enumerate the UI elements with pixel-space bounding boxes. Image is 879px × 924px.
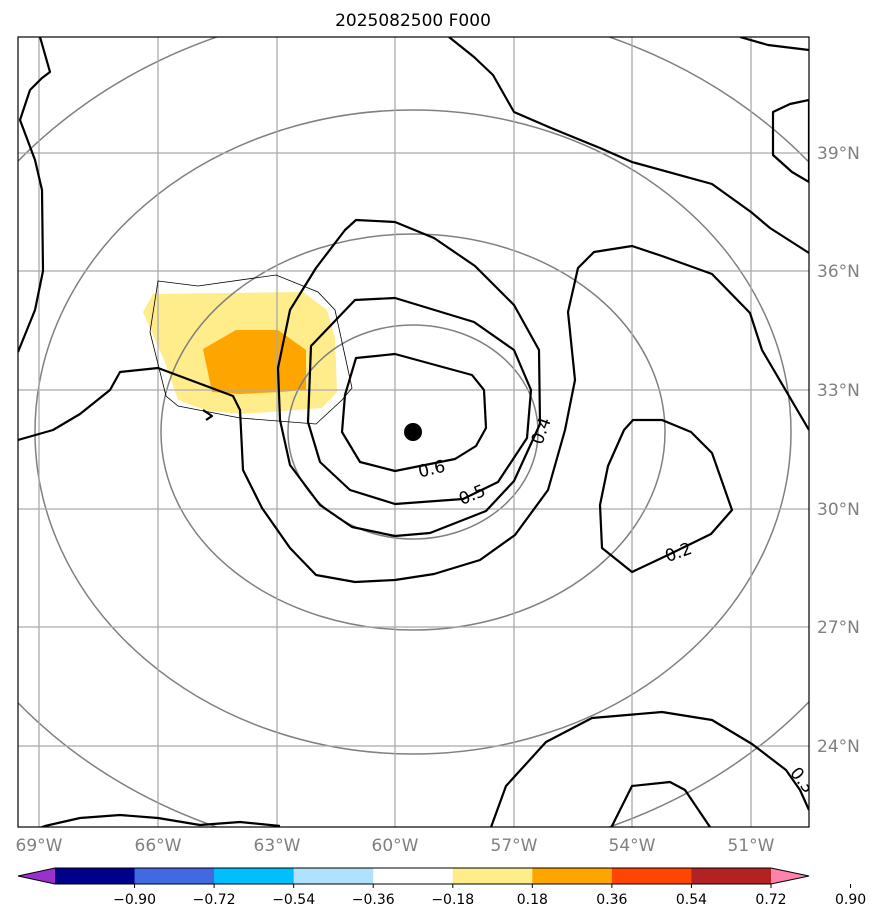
contour-0.3-south bbox=[489, 710, 809, 827]
contour-ne-small bbox=[771, 98, 809, 184]
gray-contours bbox=[18, 37, 809, 827]
lon-label: 51°W bbox=[728, 836, 775, 856]
colorbar-cell bbox=[532, 868, 613, 884]
colorbar-tick-label: 0.54 bbox=[676, 892, 707, 908]
lat-label: 30°N bbox=[817, 500, 860, 520]
contour-0.4 bbox=[276, 218, 542, 538]
colorbar: −0.90 −0.72 −0.54 −0.36 −0.18 0.18 0.36 0.54 0.7… bbox=[17, 867, 866, 908]
lat-label: 33°N bbox=[817, 381, 860, 401]
colorbar-cell bbox=[214, 868, 295, 884]
colorbar-cell bbox=[373, 868, 454, 884]
map-panel: 0.6 0.5 0.4 0.2 0.3 bbox=[18, 37, 809, 827]
contour-bottom-left bbox=[39, 813, 281, 827]
contour-nw bbox=[18, 37, 52, 353]
lon-label: 69°W bbox=[16, 836, 63, 856]
colorbar-tick-label: 0.36 bbox=[596, 892, 627, 908]
contour-bottom-small bbox=[610, 780, 712, 827]
storm-center-marker bbox=[404, 423, 422, 441]
contour-0.5 bbox=[306, 296, 533, 506]
lat-label: 24°N bbox=[817, 737, 860, 757]
colorbar-tick-label: −0.18 bbox=[431, 892, 474, 908]
lat-label: 36°N bbox=[817, 262, 860, 282]
lon-label: 54°W bbox=[609, 836, 656, 856]
colorbar-tick-label: −0.90 bbox=[113, 892, 156, 908]
colorbar-extend-high bbox=[771, 868, 809, 884]
lon-label: 57°W bbox=[491, 836, 538, 856]
lon-labels: 69°W 66°W 63°W 60°W 57°W 54°W 51°W bbox=[16, 836, 775, 856]
colorbar-cell bbox=[611, 868, 692, 884]
colorbar-cells bbox=[18, 868, 809, 884]
lat-label: 27°N bbox=[817, 618, 860, 638]
contour-fragment bbox=[202, 409, 214, 421]
lon-label: 66°W bbox=[135, 836, 182, 856]
colorbar-tick-label: 0.72 bbox=[755, 892, 786, 908]
lat-label: 39°N bbox=[817, 144, 860, 164]
map-frame bbox=[17, 36, 810, 828]
colorbar-cell bbox=[691, 868, 772, 884]
colorbar-extend-low bbox=[18, 868, 55, 884]
colorbar-tick-label: 0.18 bbox=[517, 892, 548, 908]
black-contours bbox=[18, 37, 809, 827]
colorbar-ticks: −0.90 −0.72 −0.54 −0.36 −0.18 0.18 0.36 0.54 0.7… bbox=[113, 884, 866, 908]
colorbar-cell bbox=[293, 868, 374, 884]
colorbar-cell bbox=[134, 868, 215, 884]
contour-0.2-east bbox=[598, 418, 734, 574]
shade-orange bbox=[203, 330, 306, 394]
contour-top-right bbox=[739, 37, 809, 52]
contour-0.6 bbox=[340, 352, 488, 473]
colorbar-tick-label: −0.54 bbox=[272, 892, 315, 908]
map-title: 2025082500 F000 bbox=[335, 11, 491, 31]
lon-label: 63°W bbox=[254, 836, 301, 856]
lat-labels: 39°N 36°N 33°N 30°N 27°N 24°N bbox=[817, 144, 860, 757]
gridlines bbox=[18, 37, 809, 827]
contour-outer bbox=[18, 244, 809, 584]
colorbar-cell bbox=[55, 868, 136, 884]
colorbar-cell bbox=[452, 868, 533, 884]
thin-outline bbox=[149, 274, 353, 425]
colorbar-tick-label: −0.72 bbox=[193, 892, 236, 908]
colorbar-tick-label: −0.36 bbox=[352, 892, 395, 908]
colorbar-tick-label: 0.90 bbox=[835, 892, 866, 908]
lon-label: 60°W bbox=[372, 836, 419, 856]
contour-ne-arc bbox=[448, 37, 809, 254]
